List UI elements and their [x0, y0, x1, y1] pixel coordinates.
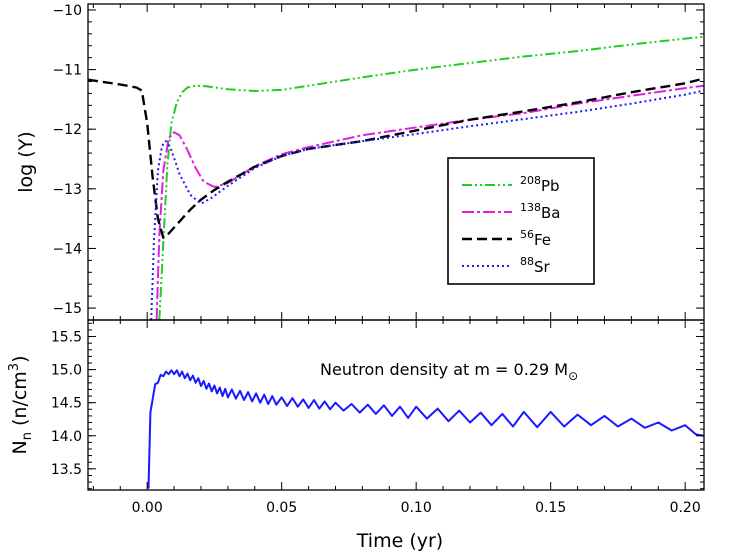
legend-entry-fe: 56Fe	[462, 228, 551, 249]
annotation-sun-symbol: ⊙	[568, 369, 578, 383]
y-tick-label: −14	[52, 241, 82, 257]
legend-entry-pb: 208Pb	[462, 174, 560, 195]
ylabel-sub: n	[20, 432, 35, 440]
ylabel-main: N	[9, 440, 31, 454]
legend-entry-ba: 138Ba	[462, 201, 560, 222]
x-axis-label: Time (yr)	[356, 530, 443, 552]
x-tick-label: 0.10	[401, 500, 432, 516]
series-line-pb	[158, 35, 704, 320]
legend-entry-sr: 88Sr	[462, 255, 551, 276]
legend-label: 208Pb	[520, 174, 560, 195]
x-tick-label: 0.00	[132, 500, 163, 516]
top-series-lines	[88, 35, 704, 320]
y-tick-label: 14.0	[51, 429, 82, 445]
ylabel-end: )	[9, 355, 31, 362]
y-tick-label: −13	[52, 182, 82, 198]
bottom-y-axis-label: Nn (n/cm3)	[7, 355, 35, 454]
legend-label: 88Sr	[520, 255, 551, 276]
bottom-ticks: 0.00 0.05 0.10 0.15 0.20 13.5 14.0 14.5 15.0 15.5	[51, 4, 704, 516]
x-tick-label: 0.05	[266, 500, 297, 516]
legend-box	[447, 157, 595, 285]
top-panel: −15 −14 −13 −12 −11 −10 log (Y) 208Pb 138Ba 56F…	[15, 3, 705, 321]
neutron-density-annotation: Neutron density at m = 0.29 M⊙	[320, 360, 578, 383]
y-tick-label: −15	[52, 301, 82, 317]
top-plot-frame	[87, 3, 705, 321]
y-tick-label: 14.5	[51, 396, 82, 412]
series-line-neutron-density	[147, 369, 704, 489]
legend: 208Pb 138Ba 56Fe 88Sr	[447, 157, 595, 285]
bottom-series-lines	[147, 369, 704, 489]
legend-label: 138Ba	[520, 201, 560, 222]
x-tick-label: 0.20	[670, 500, 701, 516]
y-tick-label: −10	[52, 3, 82, 19]
ylabel-tail: (n/cm	[9, 371, 31, 432]
bottom-panel: 0.00 0.05 0.10 0.15 0.20 13.5 14.0 14.5 15.0 15.5…	[7, 4, 705, 552]
annotation-main: Neutron density at m = 0.29 M	[320, 360, 568, 379]
y-tick-label: 13.5	[51, 462, 82, 478]
legend-items: 208Pb 138Ba 56Fe 88Sr	[462, 174, 560, 276]
y-tick-label: −11	[52, 63, 82, 79]
series-line-ba	[155, 84, 704, 320]
ylabel-sup: 3	[7, 363, 22, 371]
bottom-plot-frame	[87, 319, 705, 491]
series-line-fe	[88, 77, 704, 239]
series-line-sr	[150, 89, 704, 320]
y-tick-label: 15.0	[51, 363, 82, 379]
y-tick-label: −12	[52, 122, 82, 138]
top-y-axis-label: log (Y)	[15, 131, 37, 192]
x-tick-label: 0.15	[535, 500, 566, 516]
top-ticks: −15 −14 −13 −12 −11 −10	[52, 3, 704, 317]
legend-label: 56Fe	[520, 228, 551, 249]
y-tick-label: 15.5	[51, 330, 82, 346]
